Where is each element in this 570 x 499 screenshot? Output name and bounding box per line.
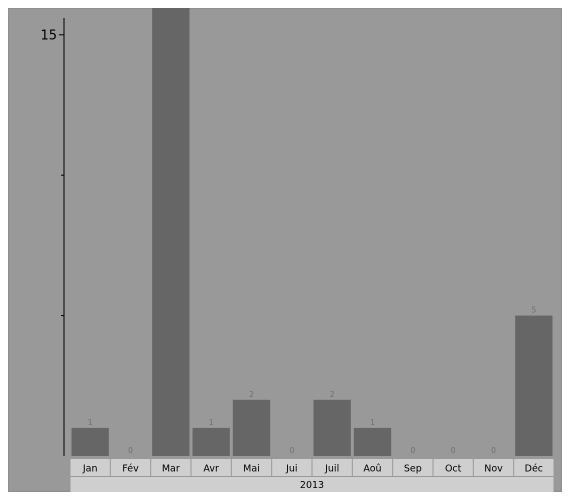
category-cell: [272, 459, 312, 476]
category-cell: [433, 459, 473, 476]
category-label: Mar: [162, 464, 180, 475]
value-label: 5: [531, 306, 536, 315]
bar-déc: [515, 315, 553, 456]
category-label: Juil: [324, 464, 339, 475]
category-cell: [352, 459, 393, 476]
value-label: 2: [330, 390, 335, 399]
value-label: 0: [491, 446, 496, 455]
year-cell: [70, 477, 554, 492]
category-cell: [191, 459, 231, 476]
bar-avr: [192, 427, 230, 456]
category-cell: [151, 459, 191, 476]
bar-mar: [152, 8, 190, 456]
category-cell: [473, 459, 514, 476]
y-tick-label: 15: [40, 28, 57, 43]
category-axis: Jan Fév Mar Avr Mai Jui Juil Aoû Sep Oct Nov Déc: [70, 459, 554, 476]
category-label: Oct: [445, 464, 462, 475]
category-label: Sep: [404, 464, 422, 475]
bar-jan: [71, 427, 109, 456]
value-label: 2: [249, 390, 254, 399]
bars: [71, 8, 553, 456]
category-label: Jan: [82, 464, 98, 475]
category-label: Aoû: [363, 464, 381, 475]
value-label: 0: [289, 446, 294, 455]
category-cell: [393, 459, 433, 476]
bar-juil: [313, 399, 351, 456]
value-label: 0: [410, 446, 415, 455]
category-cell: [514, 459, 554, 476]
category-label: Fév: [122, 464, 139, 475]
category-label: Mai: [243, 464, 260, 475]
category-cell: [231, 459, 272, 476]
value-label: 1: [88, 418, 93, 427]
chart-panel: 153045607590105120135 10129120210005 Jan…: [8, 8, 562, 492]
value-label: 1: [370, 418, 375, 427]
value-labels: 10129120210005: [88, 306, 537, 455]
category-cell: [70, 459, 110, 476]
bar-mai: [232, 399, 271, 456]
y-axis: 153045607590105120135: [40, 18, 65, 456]
category-cell: [312, 459, 352, 476]
category-label: Nov: [484, 464, 503, 475]
category-cell: [110, 459, 151, 476]
category-label: Déc: [525, 464, 543, 475]
year-band: 2013: [70, 477, 554, 492]
value-label: 1: [209, 418, 214, 427]
bar-aoû: [353, 427, 392, 456]
value-label: 0: [451, 446, 456, 455]
category-label: Avr: [203, 464, 219, 475]
year-label: 2013: [300, 480, 324, 491]
value-label: 0: [128, 446, 133, 455]
category-label: Jui: [285, 464, 297, 475]
bar-chart: 153045607590105120135 10129120210005 Jan…: [40, 8, 554, 492]
